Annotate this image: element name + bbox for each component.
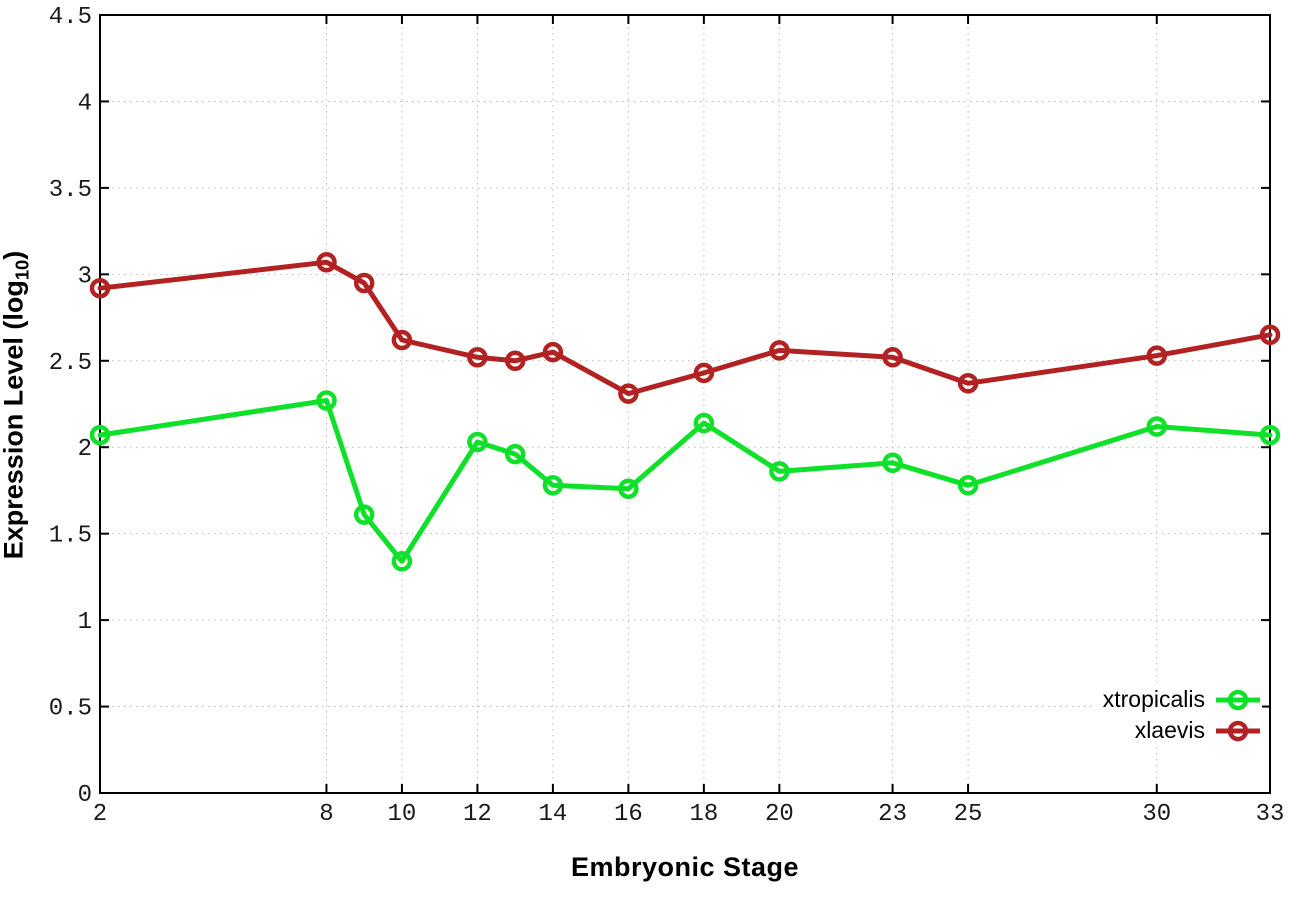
series-line-xtropicalis: [97, 398, 1273, 564]
legend-entry-xlaevis: xlaevis: [1135, 715, 1262, 746]
data-point-xtropicalis: [1146, 416, 1168, 437]
y-tick-label: 4.5: [49, 4, 92, 31]
data-point-xtropicalis: [542, 475, 564, 496]
data-point-xlaevis: [1259, 324, 1281, 346]
data-point-xtropicalis: [769, 461, 790, 482]
data-point-xlaevis: [769, 340, 790, 361]
y-tick-label: 1.5: [49, 523, 92, 550]
data-point-xlaevis: [467, 347, 488, 368]
data-point-xlaevis: [1146, 345, 1168, 366]
x-tick-label: 14: [538, 801, 567, 828]
legend-entry-xtropicalis: xtropicalis: [1103, 684, 1262, 715]
x-axis-label: Embryonic Stage: [570, 852, 800, 882]
y-axis-label-suffix: ): [0, 250, 29, 260]
chart-legend: xtropicalis xlaevis: [1092, 684, 1262, 746]
legend-label-xlaevis: xlaevis: [1134, 717, 1205, 743]
y-tick-label: 2: [78, 436, 92, 463]
y-tick-label: 2.5: [49, 350, 92, 377]
legend-label-xtropicalis: xtropicalis: [1102, 686, 1205, 712]
x-tick-label: 2: [93, 801, 107, 828]
x-tick-label: 25: [954, 801, 983, 828]
data-point-xtropicalis: [957, 475, 979, 496]
x-tick-label: 8: [319, 801, 333, 828]
data-point-xtropicalis: [693, 412, 715, 434]
legend-marker-xlaevis-icon: [1227, 720, 1249, 741]
data-point-xlaevis: [391, 329, 413, 351]
data-point-xlaevis: [316, 251, 337, 273]
data-point-xtropicalis: [353, 504, 375, 525]
data-point-xtropicalis: [504, 443, 526, 465]
x-tick-label: 33: [1256, 801, 1285, 828]
x-tick-label: 18: [689, 801, 718, 828]
y-axis-label-subscript: 10: [11, 259, 33, 281]
legend-sample-xtropicalis-icon: [1216, 689, 1260, 710]
y-tick-label: 1: [78, 609, 92, 636]
x-tick-label: 16: [614, 801, 643, 828]
legend-sample-xlaevis-icon: [1216, 720, 1260, 741]
data-point-xlaevis: [882, 347, 903, 368]
data-point-xlaevis: [618, 383, 639, 404]
data-point-xtropicalis: [882, 452, 903, 474]
y-tick-label: 4: [78, 90, 92, 117]
x-tick-label: 20: [765, 801, 794, 828]
series-line-xlaevis: [97, 259, 1273, 397]
data-point-xtropicalis: [391, 551, 413, 572]
data-point-xlaevis: [353, 272, 375, 294]
data-point-xlaevis: [957, 373, 979, 394]
data-point-xlaevis: [504, 350, 526, 372]
data-point-xtropicalis: [89, 424, 111, 446]
x-tick-label: 10: [388, 801, 417, 828]
data-point-xtropicalis: [618, 478, 639, 499]
data-point-xtropicalis: [1259, 424, 1281, 446]
x-tick-label: 23: [878, 801, 907, 828]
y-axis-label-text: Expression Level (log: [0, 280, 29, 560]
data-point-xtropicalis: [316, 390, 337, 411]
y-tick-label: 3.5: [49, 177, 92, 204]
y-tick-label: 0: [78, 782, 92, 809]
legend-marker-xtropicalis-icon: [1227, 689, 1249, 710]
data-point-xlaevis: [693, 362, 715, 384]
y-tick-label: 3: [78, 263, 92, 290]
x-tick-label: 30: [1142, 801, 1171, 828]
data-point-xtropicalis: [467, 431, 488, 453]
y-tick-label: 0.5: [49, 696, 92, 723]
y-axis-label: Expression Level (log10): [0, 251, 34, 560]
data-point-xlaevis: [89, 277, 111, 299]
x-tick-label: 12: [463, 801, 492, 828]
data-point-xlaevis: [542, 341, 564, 363]
plot-border: [99, 14, 1271, 794]
